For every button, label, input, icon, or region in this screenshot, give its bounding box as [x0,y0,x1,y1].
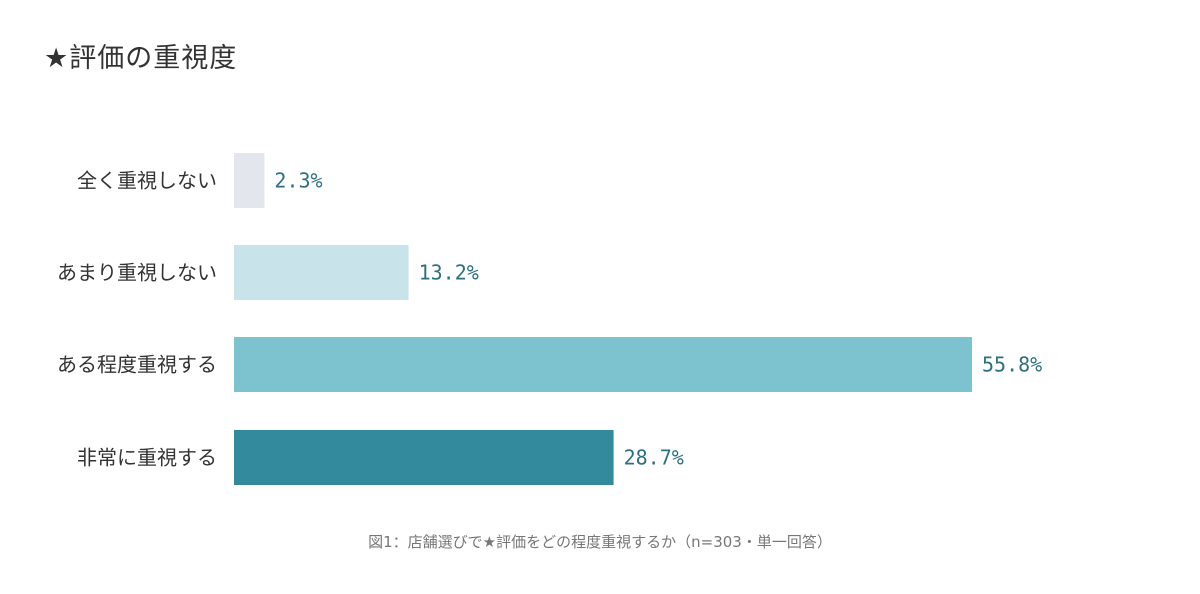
bar-2 [234,245,409,300]
bar-3 [234,337,972,392]
value-label-4: 28.7% [624,446,684,470]
category-label-2: あまり重視しない [57,261,217,285]
figure-caption: 図1：店舗選びで★評価をどの程度重視するか（n=303・単一回答） [368,533,832,551]
category-label-3: ある程度重視する [57,353,217,377]
bar-4 [234,430,614,485]
category-label-1: 全く重視しない [77,169,217,193]
category-label-4: 非常に重視する [77,446,217,470]
value-label-2: 13.2% [419,261,479,285]
page-title: ★評価の重視度 [44,43,238,74]
value-label-1: 2.3% [274,169,322,193]
value-label-3: 55.8% [982,353,1042,377]
bar-1 [234,153,265,208]
